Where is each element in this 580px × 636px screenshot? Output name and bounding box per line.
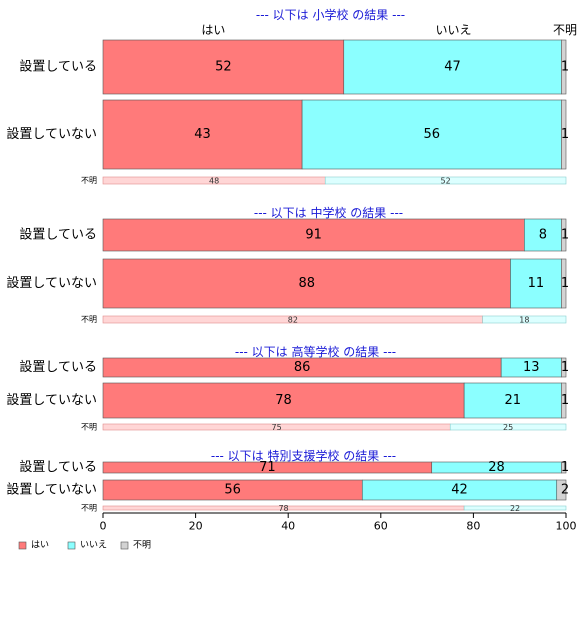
- data-label: 1: [561, 393, 569, 408]
- data-label: 1: [561, 460, 569, 475]
- row-label: 設置していない: [6, 482, 97, 498]
- column-header: 不明: [553, 23, 577, 37]
- legend-swatch: [120, 541, 129, 550]
- data-label: 2: [561, 483, 569, 498]
- panel-title: --- 以下は 中学校 の結果 ---: [254, 205, 403, 220]
- bar-segment: [463, 382, 562, 419]
- row-label: 設置している: [19, 359, 97, 375]
- data-label: 91: [305, 228, 322, 243]
- legend-label: はい: [31, 540, 49, 551]
- row-label: 設置していない: [6, 275, 97, 291]
- data-label: 11: [528, 276, 545, 291]
- x-tick-label: 100: [556, 520, 577, 533]
- data-label: 52: [441, 177, 451, 186]
- bar-segment: [102, 39, 345, 95]
- data-label: 21: [504, 393, 521, 408]
- row-label-unknown: 不明: [81, 315, 97, 324]
- bar-segment: [561, 218, 567, 252]
- row-label: 設置していない: [6, 126, 97, 142]
- bar-segment: [561, 99, 567, 170]
- data-label: 8: [539, 228, 547, 243]
- data-label: 1: [561, 127, 569, 142]
- legend-label: いいえ: [80, 540, 107, 551]
- panel-title: --- 以下は 小学校 の結果 ---: [256, 7, 405, 22]
- data-label: 1: [561, 276, 569, 291]
- bar-segment: [102, 382, 465, 419]
- bar-segment: [561, 357, 567, 378]
- data-label: 88: [298, 276, 315, 291]
- bar-segment: [524, 218, 562, 252]
- data-label: 47: [444, 60, 461, 75]
- bar-segment: [561, 39, 567, 95]
- bar-segment: [561, 382, 567, 419]
- data-label: 1: [561, 360, 569, 375]
- legend-swatch: [67, 541, 76, 550]
- legend-swatch: [18, 541, 27, 550]
- data-label: 86: [294, 360, 311, 375]
- bar-segment: [102, 218, 525, 252]
- data-label: 75: [272, 423, 282, 432]
- data-label: 78: [275, 393, 292, 408]
- bar-segment: [561, 258, 567, 309]
- x-tick-label: 40: [281, 520, 295, 533]
- bar-segment: [449, 423, 567, 431]
- row-label: 設置している: [19, 227, 97, 243]
- data-label: 22: [510, 504, 520, 513]
- row-label: 設置していない: [6, 392, 97, 408]
- data-label: 78: [278, 504, 288, 513]
- row-label-unknown: 不明: [81, 504, 97, 513]
- bar-segment: [561, 461, 567, 474]
- data-label: 43: [194, 127, 211, 142]
- data-label: 1: [561, 228, 569, 243]
- data-label: 18: [519, 316, 529, 325]
- column-header: はい: [201, 23, 225, 37]
- x-tick-label: 0: [100, 520, 107, 533]
- row-label-unknown: 不明: [81, 423, 97, 432]
- data-label: 1: [561, 60, 569, 75]
- x-tick-label: 80: [466, 520, 480, 533]
- data-label: 71: [259, 460, 276, 475]
- data-label: 28: [488, 460, 505, 475]
- row-label: 設置している: [19, 59, 97, 75]
- bar-segment: [556, 479, 567, 501]
- row-label-unknown: 不明: [81, 176, 97, 185]
- data-label: 52: [215, 60, 232, 75]
- panel-title: --- 以下は 高等学校 の結果 ---: [235, 344, 396, 359]
- data-label: 13: [523, 360, 540, 375]
- bar-segment: [482, 315, 567, 324]
- legend-label: 不明: [133, 540, 151, 551]
- bar-segment: [343, 39, 562, 95]
- data-label: 48: [209, 177, 219, 186]
- row-label: 設置している: [19, 459, 97, 475]
- bar-segment: [463, 505, 567, 511]
- column-header: いいえ: [436, 23, 472, 37]
- data-label: 42: [451, 483, 468, 498]
- data-label: 82: [288, 316, 298, 325]
- bar-segment: [324, 176, 567, 185]
- x-tick-label: 20: [189, 520, 203, 533]
- data-label: 56: [224, 483, 241, 498]
- panel-title: --- 以下は 特別支援学校 の結果 ---: [211, 448, 396, 463]
- bar-segment: [301, 99, 562, 170]
- data-label: 56: [423, 127, 440, 142]
- bar-segment: [510, 258, 562, 309]
- x-tick-label: 60: [374, 520, 388, 533]
- data-label: 25: [503, 423, 513, 432]
